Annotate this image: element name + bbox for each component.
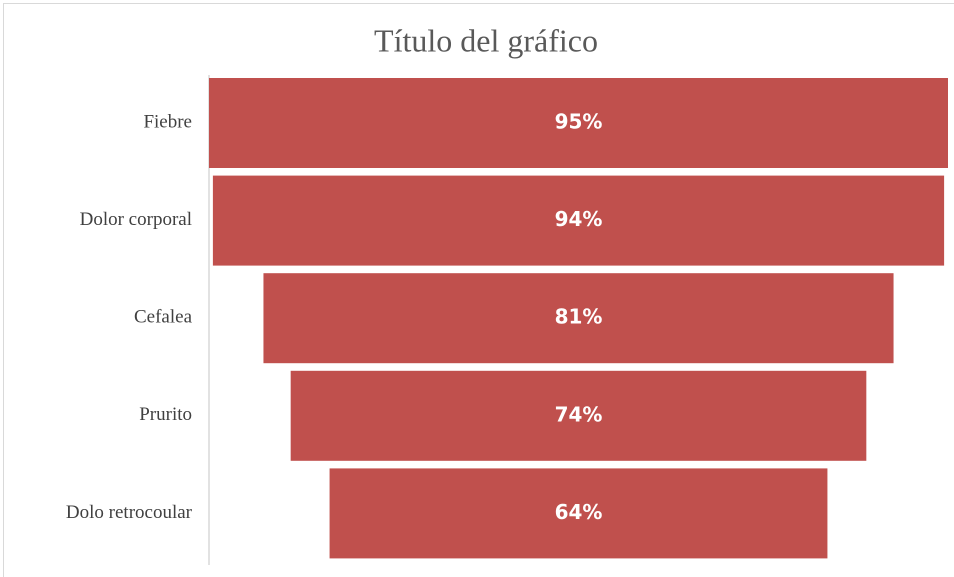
- funnel-bar: [329, 468, 828, 559]
- category-label: Dolo retrocoular: [66, 502, 193, 523]
- funnel-bar: [212, 175, 945, 266]
- category-label: Dolor corporal: [80, 209, 192, 230]
- data-label: 95%: [555, 110, 603, 134]
- category-label: Prurito: [139, 404, 192, 425]
- chart-title: Título del gráfico: [374, 22, 598, 58]
- category-label: Fiebre: [143, 111, 192, 132]
- funnel-bar: [263, 273, 894, 364]
- funnel-bar: [290, 370, 867, 461]
- data-label: 74%: [555, 402, 603, 426]
- funnel-bar: [209, 78, 948, 168]
- data-label: 64%: [555, 500, 603, 524]
- data-label: 81%: [555, 305, 603, 329]
- chart-frame: [3, 3, 954, 577]
- data-label: 94%: [555, 207, 603, 231]
- category-label: Cefalea: [134, 307, 193, 328]
